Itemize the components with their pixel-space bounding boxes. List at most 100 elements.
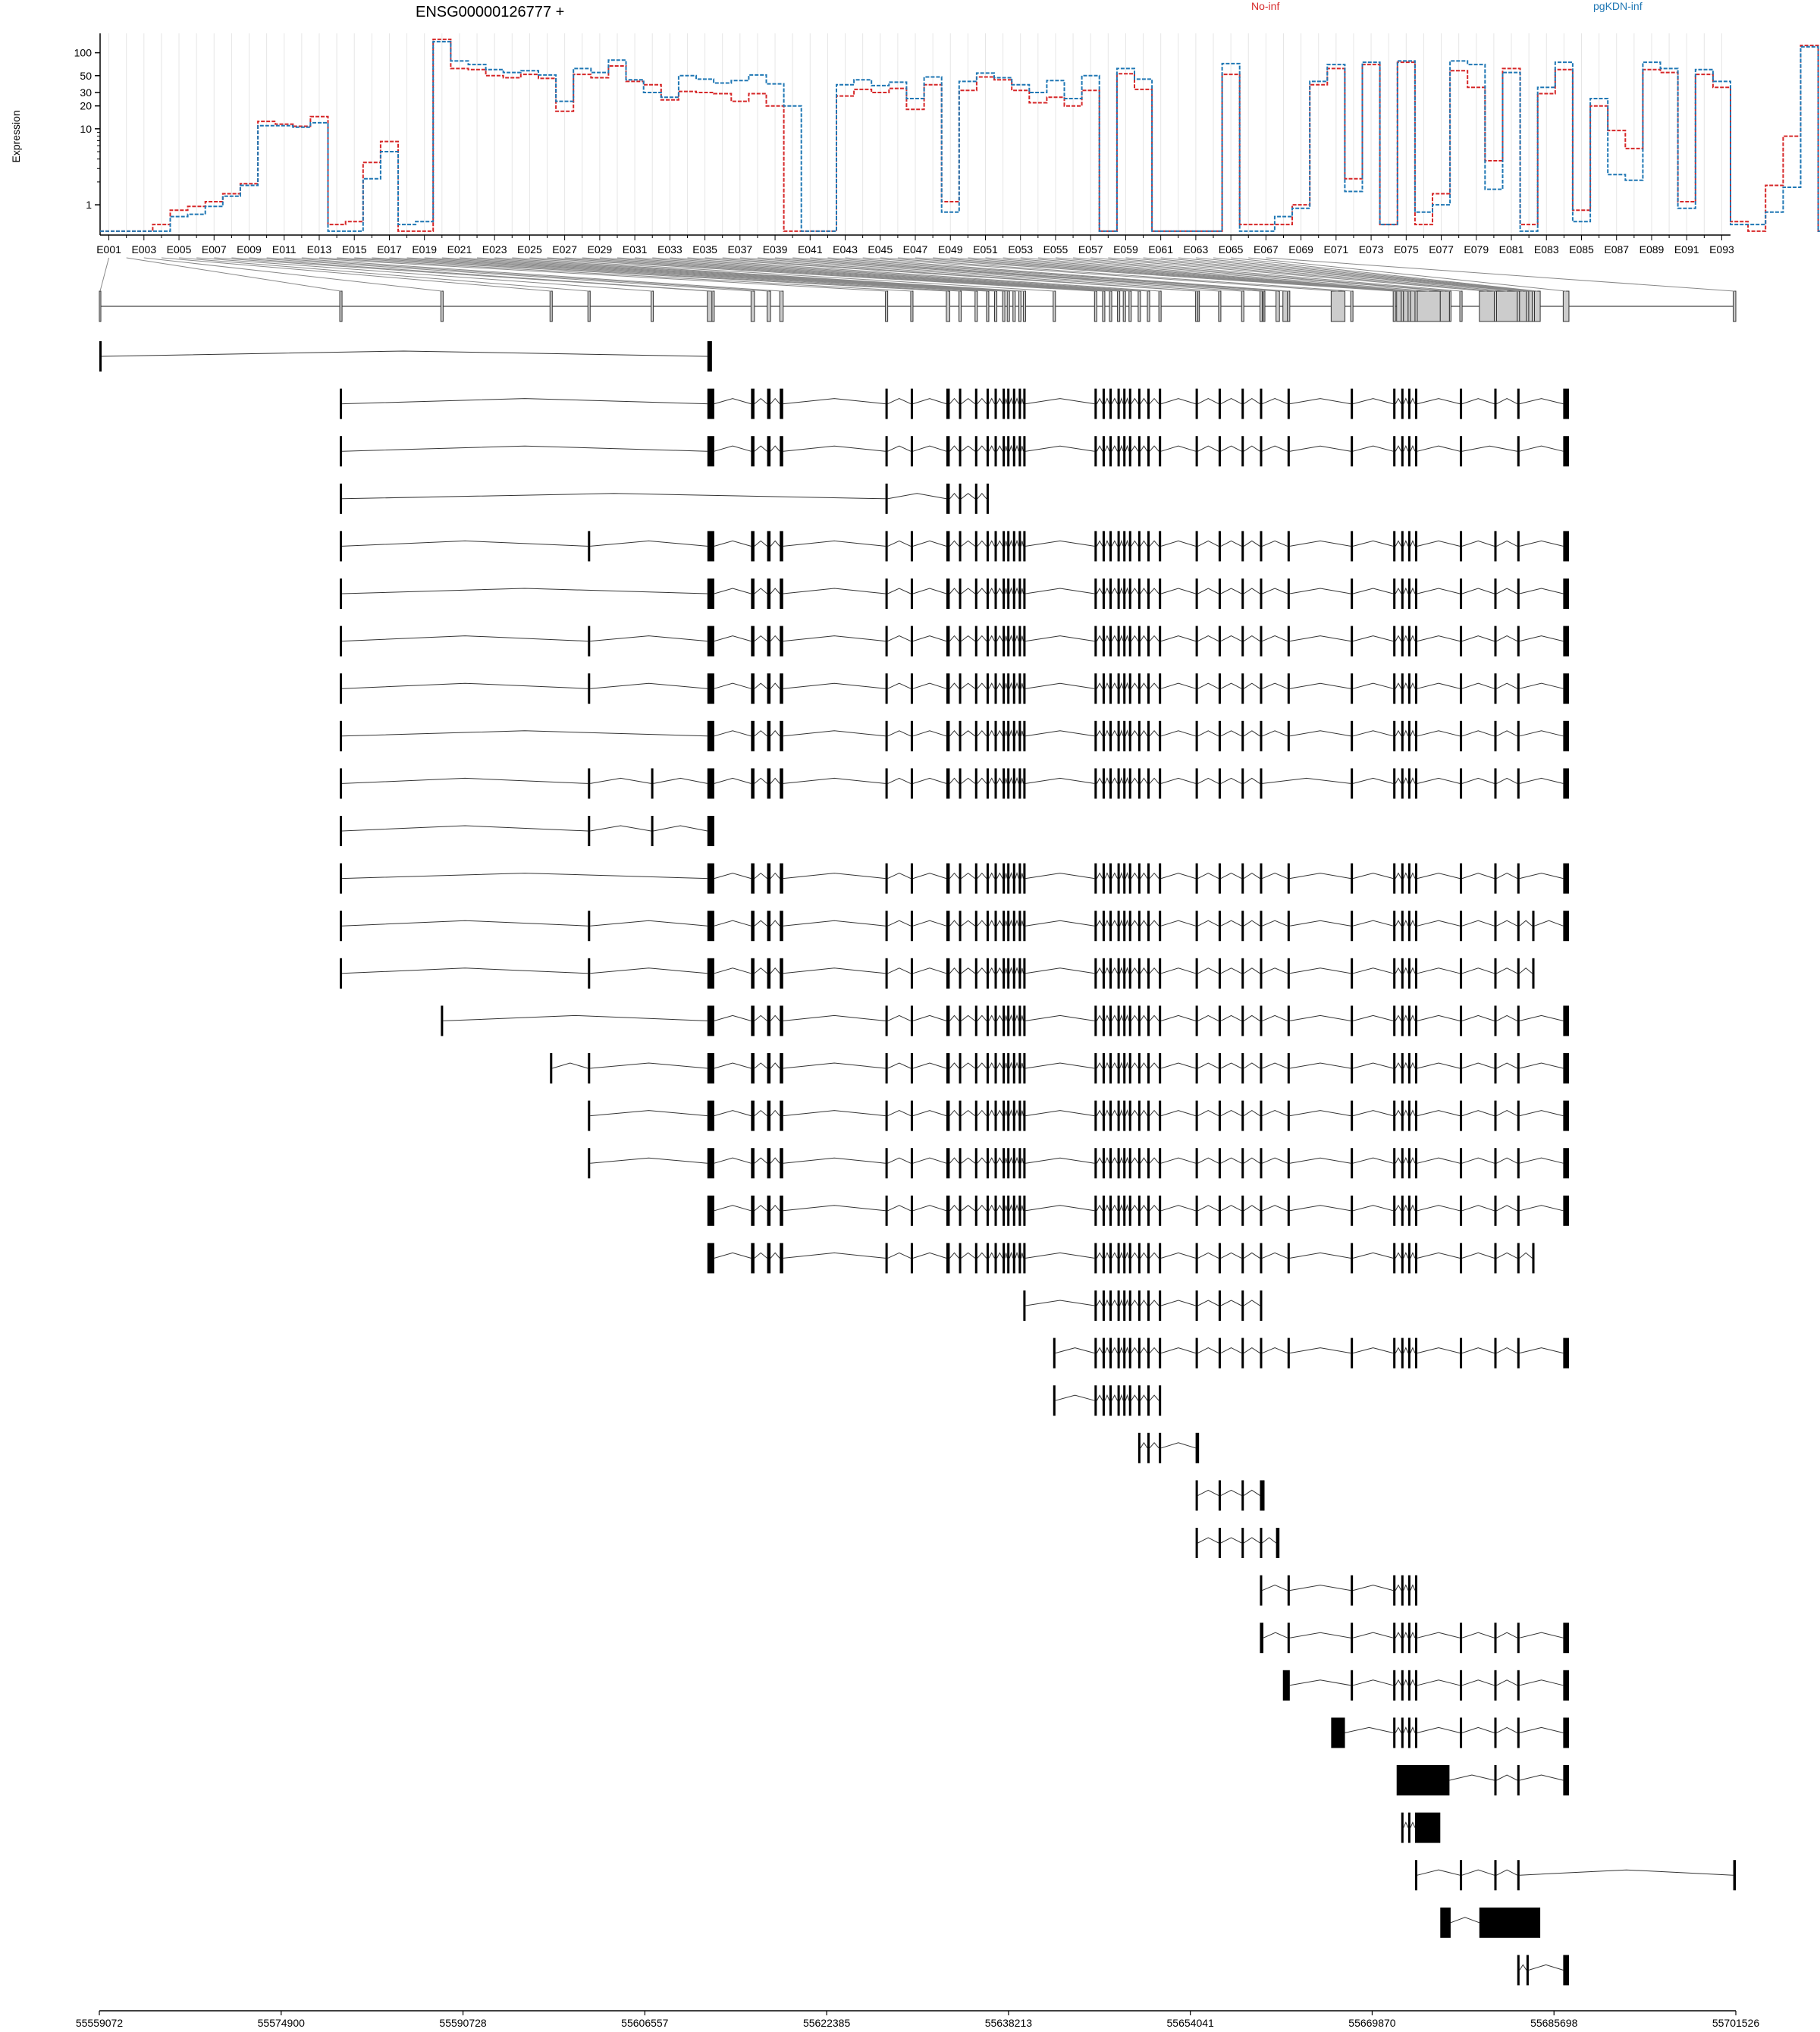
y-axis-label: Expression <box>10 110 22 162</box>
transcript-intron <box>949 493 959 500</box>
transcript-exon <box>751 911 755 942</box>
transcript-intron <box>770 967 780 974</box>
transcript-exon <box>1094 531 1097 562</box>
transcript-exon <box>1563 1623 1569 1654</box>
transcript-intron <box>1111 445 1119 452</box>
transcript-exon <box>1351 1243 1354 1274</box>
x-tick-label: E091 <box>1674 243 1699 256</box>
transcript-exon <box>1147 911 1150 942</box>
transcript-intron <box>1015 871 1019 879</box>
transcript-exon <box>1414 1575 1417 1606</box>
transcript-exon <box>1393 1717 1396 1748</box>
transcript-exon <box>1414 1005 1417 1036</box>
transcript-exon <box>1147 1290 1150 1321</box>
transcript-intron <box>1149 397 1159 404</box>
transcript-intron <box>1131 1394 1139 1401</box>
transcript-intron <box>1262 635 1288 642</box>
transcript-intron <box>1461 1252 1495 1259</box>
transcript-intron <box>1243 682 1260 689</box>
transcript-exon <box>1023 863 1026 894</box>
transcript-exon <box>1018 1243 1021 1274</box>
transcript-exon <box>946 1100 950 1131</box>
transcript-exon <box>1003 579 1006 609</box>
transcript-exon <box>1517 1100 1520 1131</box>
transcript-intron <box>1243 920 1260 927</box>
transcript-exon <box>1094 626 1097 657</box>
transcript-exon <box>1138 1290 1141 1321</box>
gene-model-exon <box>1282 290 1288 322</box>
transcript-intron <box>1161 1300 1196 1306</box>
transcript-intron <box>1015 634 1019 641</box>
transcript-intron <box>1243 1157 1260 1164</box>
transcript-exon <box>1460 673 1463 704</box>
transcript-exon <box>780 579 783 609</box>
transcript-intron <box>1289 682 1351 689</box>
transcript-exon <box>994 1148 997 1179</box>
transcript-intron <box>949 920 959 927</box>
transcript-intron <box>1289 1632 1351 1638</box>
x-tick-label: E053 <box>1008 243 1033 256</box>
transcript-exon <box>959 436 962 467</box>
transcript-exon <box>1287 911 1290 942</box>
transcript-intron <box>1015 729 1019 736</box>
gene-model-exon <box>1053 290 1056 322</box>
transcript-intron <box>590 777 651 784</box>
transcript-exon <box>1012 1148 1015 1179</box>
transcript-exon <box>1123 1290 1126 1321</box>
transcript-intron <box>1262 873 1288 880</box>
transcript-exon <box>1109 1337 1112 1369</box>
transcript-intron <box>912 920 947 927</box>
gene-model-exon <box>910 290 914 322</box>
transcript-intron <box>1461 1347 1495 1354</box>
transcript-exon <box>1023 911 1026 942</box>
transcript-intron <box>1496 398 1518 405</box>
x-tick-label: E023 <box>482 243 507 256</box>
exon-connector <box>862 257 1338 292</box>
transcript-exon <box>1351 673 1354 704</box>
transcript-intron <box>1004 1158 1008 1164</box>
transcript-exon <box>1023 1148 1026 1179</box>
transcript-intron <box>1197 445 1219 452</box>
transcript-exon <box>959 531 962 562</box>
transcript-intron <box>1161 635 1196 642</box>
transcript-intron <box>342 398 708 405</box>
transcript-exon <box>1023 1290 1026 1321</box>
transcript-intron <box>1025 1205 1095 1212</box>
transcript-exon <box>1117 1005 1120 1036</box>
x-tick-label: E009 <box>237 243 262 256</box>
transcript-intron <box>988 1061 995 1069</box>
transcript-intron <box>1410 1252 1416 1259</box>
gene-model-exon <box>1496 290 1518 322</box>
transcript-intron <box>961 540 976 547</box>
exon-connector <box>406 257 996 292</box>
transcript-intron <box>1410 1109 1416 1116</box>
transcript-exon <box>986 579 989 609</box>
transcript-exon <box>751 1195 755 1226</box>
transcript-intron <box>1111 1061 1119 1069</box>
transcript-intron <box>1417 1014 1461 1021</box>
transcript-intron <box>1197 1252 1219 1259</box>
transcript-exon <box>1414 1337 1417 1369</box>
transcript-exon <box>1195 1432 1200 1463</box>
transcript-exon <box>1393 1148 1396 1179</box>
transcript-exon <box>1128 579 1131 609</box>
exon-connector <box>354 257 961 292</box>
transcript-exon <box>1393 1243 1396 1274</box>
transcript-exon <box>1117 626 1120 657</box>
exon-connector <box>897 257 1395 292</box>
transcript-exon <box>959 673 962 704</box>
transcript-intron <box>977 1109 987 1116</box>
transcript-exon <box>1094 436 1097 467</box>
transcript-exon <box>588 673 591 704</box>
transcript-exon <box>651 816 654 846</box>
transcript-intron <box>1119 1014 1124 1021</box>
transcript-intron <box>783 777 886 784</box>
transcript-exon <box>994 436 997 467</box>
transcript-intron <box>783 1205 886 1212</box>
transcript-intron <box>912 1110 947 1117</box>
x-tick-label: E083 <box>1534 243 1559 256</box>
transcript-list <box>99 341 1736 1986</box>
transcript-intron <box>996 397 1003 404</box>
transcript-exon <box>1241 531 1244 562</box>
transcript-exon <box>1218 863 1221 894</box>
